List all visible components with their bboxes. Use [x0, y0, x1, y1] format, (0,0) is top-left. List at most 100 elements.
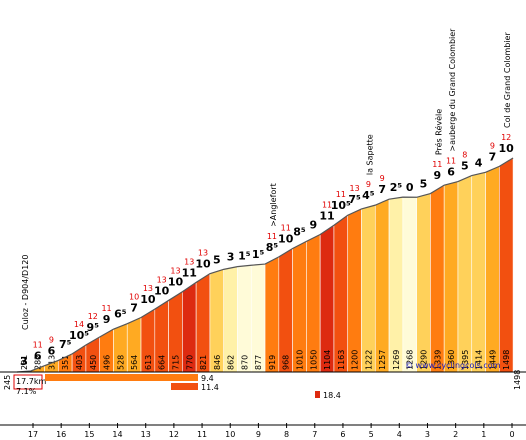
segment-grade-label: 7⁵ [348, 193, 361, 206]
profile-line [16, 157, 514, 373]
segment-altitude-label: 1360 [447, 350, 456, 370]
segment-altitude-label: 1449 [488, 350, 497, 370]
profile-segment [416, 193, 431, 373]
segment-altitude-label: 1269 [392, 350, 401, 370]
stat-18-4: 18.4 [323, 391, 341, 400]
segment-max-grade-label: 12 [501, 133, 511, 142]
profile-segment [333, 214, 349, 373]
segment-altitude-label: 1498 [502, 350, 511, 370]
segment-grade-label: 5 [461, 160, 469, 173]
profile-segment [443, 181, 459, 373]
segment-max-grade-label: 9 [366, 180, 371, 189]
segment-altitude-label: 846 [213, 355, 222, 370]
segment-grade-label: 5 [213, 253, 221, 266]
segment-max-grade-label: 13 [170, 267, 180, 276]
km-tick-label: 13 [141, 430, 151, 439]
segment-grade-label: 9⁵ [87, 321, 100, 334]
segment-grade-label: 9 [433, 169, 441, 182]
km-tick-label: 2 [453, 430, 458, 439]
segment-grade-label: 6 [48, 344, 56, 357]
stat-distance: 17.7km [16, 377, 46, 386]
segment-grade-label: 10 [195, 258, 211, 271]
segment-grade-label: 7⁵ [59, 338, 72, 351]
segment-altitude-label: 528 [116, 355, 125, 370]
segment-altitude-label: 613 [144, 355, 153, 370]
segment-altitude-label: 403 [75, 355, 84, 370]
km-tick-label: 6 [340, 430, 345, 439]
profile-segment [498, 157, 514, 373]
segment-altitude-label: 1222 [364, 350, 373, 370]
start-altitude: 245 [3, 375, 12, 390]
segment-max-grade-label: 11 [101, 304, 111, 313]
segment-grade-label: 3 [227, 251, 235, 264]
segment-altitude-label: 862 [227, 355, 236, 370]
segment-grade-label: 6⁵ [114, 308, 127, 321]
segment-grade-label: 5 [420, 178, 428, 191]
segment-max-grade-label: 11 [322, 200, 332, 209]
segment-altitude-label: 251 [20, 355, 29, 370]
segment-grade-label: 4⁵ [362, 189, 375, 202]
segment-max-grade-label: 9 [49, 335, 54, 344]
km-tick-label: 16 [56, 430, 66, 439]
segment-max-grade-label: 9 [380, 174, 385, 183]
segment-altitude-label: 1257 [378, 350, 387, 370]
segment-altitude-label: 1414 [475, 350, 484, 370]
segment-altitude-label: 770 [185, 355, 194, 370]
profile-segment [485, 165, 500, 373]
segment-altitude-label: 1050 [309, 350, 318, 370]
segment-max-grade-label: 11 [446, 157, 456, 166]
profile-segment [278, 247, 293, 373]
segment-max-grade-label: 14 [74, 320, 84, 329]
segment-altitude-label: 564 [130, 355, 139, 370]
place-label: Culoz - D904/D120 [21, 255, 30, 331]
segment-grade-label: 10 [140, 293, 156, 306]
segment-grade-label: 8⁵ [266, 241, 279, 254]
stat-bar-3 [315, 391, 320, 398]
segment-max-grade-label: 13 [350, 184, 360, 193]
place-label: >auberge du Grand Colombier [448, 28, 457, 152]
segment-grade-label: 7 [378, 183, 386, 196]
segment-grade-label: 4 [475, 156, 483, 169]
segment-altitude-label: 715 [171, 355, 180, 370]
segment-altitude-label: 1268 [406, 350, 415, 370]
segment-grade-label: 6 [34, 350, 42, 363]
segment-grade-label: 10⁵ [331, 199, 351, 212]
stat-11-4: 11.4 [201, 383, 219, 392]
segment-altitude-label: 968 [282, 355, 291, 370]
segment-max-grade-label: 13 [143, 284, 153, 293]
stat-9-4: 9.4 [201, 374, 214, 383]
profile-segment [347, 208, 362, 373]
segment-grade-label: 11 [182, 266, 197, 279]
stat-bar-2 [171, 383, 198, 390]
segment-grade-label: 1⁵ [238, 249, 251, 262]
segment-altitude-label: 351 [61, 355, 70, 370]
segment-altitude-label: 1163 [337, 350, 346, 370]
end-altitude: 1498 [513, 370, 522, 390]
profile-segment [361, 204, 376, 373]
km-tick-label: 14 [112, 430, 122, 439]
km-tick-label: 12 [169, 430, 179, 439]
profile-segment [374, 198, 390, 373]
segment-max-grade-label: 11 [267, 232, 277, 241]
profile-segment [457, 175, 473, 373]
stats-box [13, 374, 43, 390]
segment-max-grade-label: 13 [184, 257, 194, 266]
segment-altitude-label: 1290 [420, 350, 429, 370]
segment-altitude-label: 870 [240, 355, 249, 370]
segment-grade-label: 3 [20, 355, 28, 368]
segment-grade-label: 6 [447, 166, 455, 179]
segment-grade-label: 9 [103, 313, 111, 326]
km-tick-label: 0 [509, 430, 514, 439]
segment-max-grade-label: 10 [129, 293, 139, 302]
km-tick-label: 7 [312, 430, 317, 439]
place-label: la Sapette [365, 134, 374, 175]
segment-max-grade-label: 9 [490, 141, 495, 150]
segment-grade-label: 10⁵ [69, 329, 89, 342]
segment-max-grade-label: 12 [88, 312, 98, 321]
km-tick-label: 11 [197, 430, 207, 439]
km-tick-label: 1 [481, 430, 486, 439]
segment-grade-label: 11 [319, 209, 334, 222]
place-label: >Anglefort [269, 183, 278, 227]
km-tick-label: 8 [284, 430, 289, 439]
